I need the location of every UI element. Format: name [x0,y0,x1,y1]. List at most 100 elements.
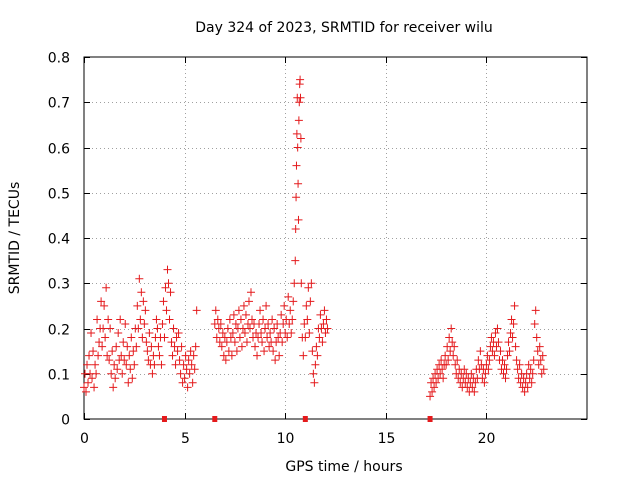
data-point [274,333,283,342]
x-tick-label: 20 [478,431,496,447]
data-point [511,342,520,351]
data-point [268,315,277,324]
data-point [245,324,254,333]
data-point [214,324,223,333]
data-point [221,356,230,365]
data-point [303,315,312,324]
data-point [94,351,103,360]
data-point [121,319,130,328]
data-point [502,365,511,374]
data-point [474,356,483,365]
data-point [438,365,447,374]
data-point [480,378,489,387]
data-point [493,324,502,333]
data-point [322,315,331,324]
data-point [506,329,515,338]
data-point [103,351,112,360]
data-point [283,333,292,342]
data-point [229,310,238,319]
data-point [453,356,462,365]
data-point [170,342,179,351]
gap-markers [161,416,433,422]
data-point [136,315,145,324]
data-point [258,338,267,347]
data-point [491,329,500,338]
y-tick-label: 0.1 [48,368,70,384]
data-point [166,288,175,297]
data-point [225,315,234,324]
data-point [227,351,236,360]
data-point [471,378,480,387]
data-point [289,297,298,306]
data-point [293,143,302,152]
data-point [321,329,330,338]
data-point [534,360,543,369]
data-point [488,347,497,356]
data-point [183,383,192,392]
data-point [106,324,115,333]
data-point [507,315,516,324]
data-point [212,333,221,342]
data-point [213,315,222,324]
data-point [80,383,88,392]
data-point [484,365,493,374]
data-point [95,338,104,347]
data-point [120,356,129,365]
data-point [501,374,510,383]
data-point [494,338,503,347]
data-point [107,369,116,378]
data-point [222,338,231,347]
data-point [168,351,177,360]
data-point [128,374,137,383]
data-point [292,129,301,138]
data-point [159,297,168,306]
data-point [190,365,199,374]
data-point [165,315,174,324]
data-point [292,161,301,170]
data-point [451,360,460,369]
data-point [485,356,494,365]
data-point [269,347,278,356]
data-point [305,329,314,338]
data-point [123,342,132,351]
data-point [124,378,133,387]
data-point [253,351,262,360]
data-point [302,301,311,310]
data-point [118,369,127,378]
y-axis-label: SRMTID / TECUs [7,182,23,295]
data-point [318,338,327,347]
data-point [154,342,163,351]
data-point [211,306,220,315]
data-point [105,356,114,365]
data-point [284,292,293,301]
data-point [218,329,227,338]
data-point [537,369,546,378]
data-point [323,324,332,333]
data-point [290,279,299,288]
data-point [167,338,176,347]
data-point [320,306,329,315]
data-point [234,306,243,315]
data-point [91,360,100,369]
data-point [432,378,441,387]
data-point [179,360,188,369]
data-point [487,333,496,342]
data-point [112,342,121,351]
data-point [297,279,306,288]
data-point [97,297,106,306]
data-point [134,324,143,333]
data-point [304,283,313,292]
data-point [219,351,228,360]
data-point [246,288,255,297]
data-point [524,360,533,369]
data-point [157,360,166,369]
data-point [526,365,535,374]
data-point [254,333,263,342]
data-point [490,351,499,360]
data-point [88,374,97,383]
data-point [175,356,184,365]
data-point [312,342,321,351]
data-point [294,116,303,125]
data-point [430,383,439,392]
data-point [525,374,534,383]
